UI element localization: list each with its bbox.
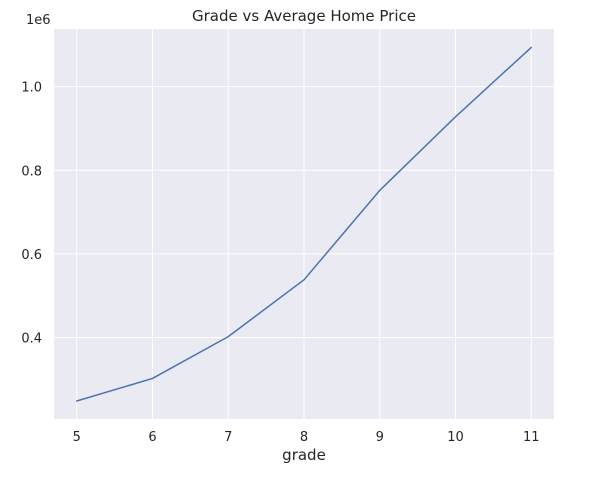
x-tick-label: 11 bbox=[523, 430, 540, 445]
series-line bbox=[75, 46, 533, 402]
x-axis-label: grade bbox=[282, 446, 326, 464]
x-tick-label: 8 bbox=[300, 430, 308, 445]
x-tick-label: 7 bbox=[224, 430, 232, 445]
x-tick-label: 6 bbox=[148, 430, 156, 445]
grid-lines bbox=[54, 29, 554, 419]
x-tick-labels: 5 6 7 8 9 10 11 bbox=[73, 430, 540, 445]
y-tick-label: 0.4 bbox=[21, 331, 42, 346]
series-layer bbox=[75, 46, 533, 402]
y-tick-labels: 0.4 0.6 0.8 1.0 bbox=[21, 81, 42, 347]
chart-title: Grade vs Average Home Price bbox=[192, 7, 416, 25]
x-tick-label: 9 bbox=[376, 430, 384, 445]
y-offset-label: 1e6 bbox=[26, 13, 51, 28]
y-tick-label: 1.0 bbox=[21, 81, 42, 96]
y-tick-label: 0.8 bbox=[21, 164, 42, 179]
x-tick-label: 5 bbox=[73, 430, 81, 445]
x-tick-label: 10 bbox=[447, 430, 464, 445]
y-tick-label: 0.6 bbox=[21, 248, 42, 263]
